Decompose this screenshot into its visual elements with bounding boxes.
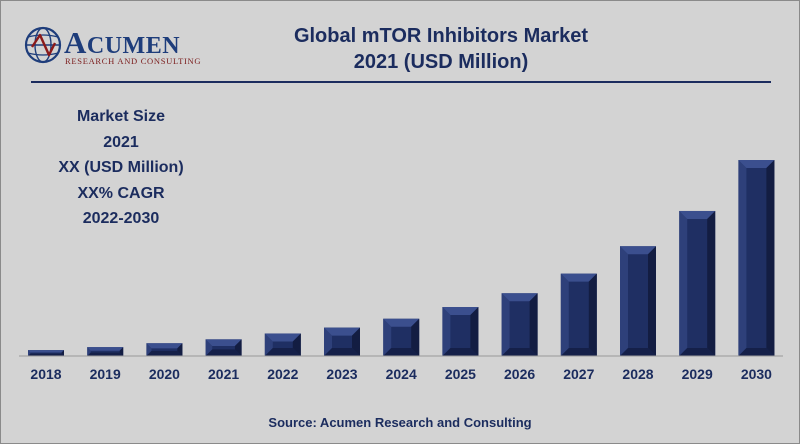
x-tick-label: 2028	[622, 366, 653, 382]
logo-wordmark-rest: CUMEN	[86, 33, 181, 59]
bar-group	[28, 160, 775, 356]
x-tick-label: 2025	[445, 366, 476, 382]
chart-title: Global mTOR Inhibitors Market 2021 (USD …	[251, 23, 631, 75]
x-tick-label: 2030	[741, 366, 772, 382]
x-tick-label: 2029	[682, 366, 713, 382]
x-tick-label: 2022	[267, 366, 298, 382]
x-tick-label: 2024	[386, 366, 417, 382]
summary-line-5: 2022-2030	[82, 210, 160, 227]
bar-2028	[620, 246, 656, 356]
x-tick-label: 2019	[90, 366, 121, 382]
bar-2020	[146, 343, 183, 356]
acumen-logo: ACUMEN RESEARCH AND CONSULTING	[23, 25, 202, 75]
chart-title-line-2: 2021 (USD Million)	[353, 51, 529, 73]
market-summary: Market Size 2021 XX (USD Million) XX% CA…	[41, 104, 201, 232]
globe-icon	[24, 26, 62, 64]
x-tick-label: 2020	[149, 366, 180, 382]
source-note: Source: Acumen Research and Consulting	[268, 415, 532, 430]
summary-line-4: XX% CAGR	[77, 184, 165, 202]
bar-2023	[324, 327, 360, 356]
bar-2030	[738, 160, 775, 356]
x-tick-label: 2021	[208, 366, 239, 382]
logo-tagline: RESEARCH AND CONSULTING	[65, 56, 202, 66]
chart-title-line-1: Global mTOR Inhibitors Market	[293, 25, 589, 47]
bar-2027	[560, 273, 597, 356]
summary-line-2: 2021	[103, 133, 139, 151]
header-divider	[31, 81, 771, 83]
x-tick-label: 2018	[30, 366, 61, 382]
summary-line-1: Market Size	[76, 108, 166, 125]
x-tick-label: 2023	[326, 366, 357, 382]
bar-2021	[205, 339, 242, 356]
x-tick-label: 2026	[504, 366, 535, 382]
x-tick-labels: 2018 2019 2020 2021 2022 2023 2024 2025 2026 2027…	[30, 366, 772, 382]
bar-2025	[442, 307, 479, 356]
bar-2022	[264, 333, 301, 356]
bar-2024	[383, 318, 420, 356]
logo-wordmark: ACUMEN	[64, 27, 180, 58]
bar-2026	[501, 293, 538, 356]
x-tick-label: 2027	[563, 366, 594, 382]
bar-2019	[87, 347, 124, 356]
summary-line-3: XX (USD Million)	[58, 159, 184, 176]
logo-wordmark-initial: A	[64, 25, 87, 60]
bar-2018	[28, 350, 64, 356]
bar-2029	[679, 210, 716, 356]
